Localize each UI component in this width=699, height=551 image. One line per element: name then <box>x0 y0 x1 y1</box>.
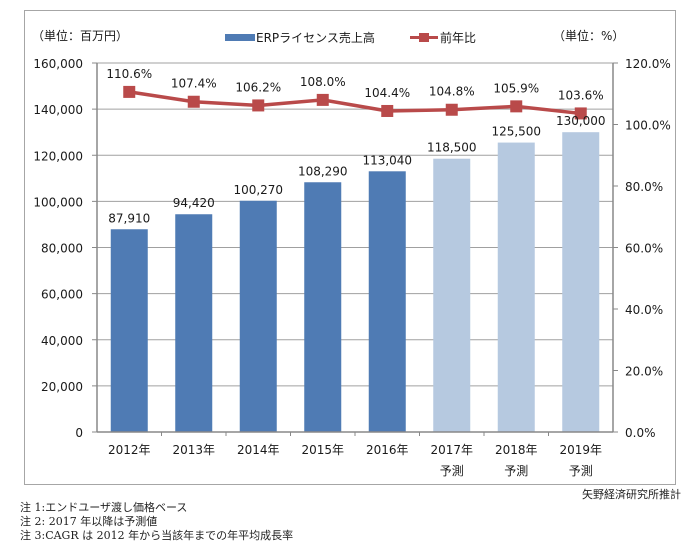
line-marker <box>510 100 523 113</box>
category-label: 2016年 <box>366 443 409 457</box>
left-tick-label: 80,000 <box>41 242 83 256</box>
bar <box>239 200 277 432</box>
line-value-label: 103.6% <box>558 88 604 102</box>
line-value-label: 108.0% <box>300 75 346 89</box>
left-tick-label: 60,000 <box>41 288 83 302</box>
note-2: 注 2: 2017 年以降は予測値 <box>20 515 158 528</box>
category-label: 2018年 <box>495 443 538 457</box>
bar-value-label: 100,270 <box>233 183 283 197</box>
category-label: 2017年 <box>430 443 473 457</box>
line-marker <box>381 104 394 117</box>
right-axis-unit: （単位：%） <box>553 28 624 43</box>
line-series <box>123 85 587 120</box>
chart-frame <box>24 10 676 485</box>
category-label: 予測 <box>569 464 593 478</box>
category-label: 2015年 <box>301 443 344 457</box>
axes <box>92 62 618 436</box>
bar-value-label: 108,290 <box>298 164 348 178</box>
right-tick-label: 0.0% <box>625 426 656 440</box>
bar <box>497 142 535 433</box>
note-3: 注 3:CAGR は 2012 年から当該年までの年平均成長率 <box>20 529 294 542</box>
category-label: 2012年 <box>108 443 151 457</box>
category-label: 予測 <box>504 464 528 478</box>
left-tick-label: 40,000 <box>41 334 83 348</box>
line-value-label: 105.9% <box>493 81 539 95</box>
left-tick-label: 140,000 <box>33 103 83 117</box>
grid-lines <box>97 62 613 387</box>
line-marker <box>445 103 458 116</box>
bar <box>304 182 342 432</box>
right-tick-label: 60.0% <box>625 242 663 256</box>
bar-series <box>110 132 600 433</box>
category-label: 2019年 <box>559 443 602 457</box>
line-value-label: 107.4% <box>171 77 217 91</box>
legend-bar-label: ERPライセンス売上高 <box>256 30 375 45</box>
category-label: 2014年 <box>237 443 280 457</box>
legend: ERPライセンス売上高 前年比 <box>225 30 476 45</box>
right-tick-label: 80.0% <box>625 180 663 194</box>
right-tick-label: 120.0% <box>625 57 671 71</box>
bar <box>110 229 148 432</box>
bar <box>433 158 471 432</box>
line-marker <box>252 99 265 112</box>
bar-data-labels: 87,910 94,420 100,270 108,290 113,040 118,500… <box>108 114 605 225</box>
right-tick-label: 100.0% <box>625 119 671 133</box>
bar-value-label: 94,420 <box>173 196 215 210</box>
legend-line-label: 前年比 <box>440 30 476 45</box>
left-tick-label: 160,000 <box>33 57 83 71</box>
bar <box>562 132 600 432</box>
bar <box>175 214 213 432</box>
left-tick-label: 0 <box>75 426 83 440</box>
bar-value-label: 130,000 <box>556 114 606 128</box>
legend-bar-swatch <box>225 34 255 41</box>
bar-value-label: 118,500 <box>427 141 477 155</box>
line-value-label: 106.2% <box>235 80 281 94</box>
left-axis-unit: （単位：百万円） <box>32 28 128 43</box>
line-value-label: 104.4% <box>364 86 410 100</box>
line-value-label: 104.8% <box>429 85 475 99</box>
bar-value-label: 87,910 <box>108 211 150 225</box>
legend-line-marker <box>419 33 429 42</box>
note-1: 注 1:エンドユーザ渡し価格ベース <box>20 501 188 514</box>
source-credit: 矢野経済研究所推計 <box>582 488 681 501</box>
bar-value-label: 113,040 <box>362 153 412 167</box>
line-path <box>128 90 581 116</box>
line-marker <box>123 85 136 98</box>
category-label: 2013年 <box>172 443 215 457</box>
bar <box>368 171 406 432</box>
category-label: 予測 <box>440 464 464 478</box>
right-tick-label: 20.0% <box>625 365 663 379</box>
line-marker <box>187 95 200 108</box>
line-marker <box>316 93 329 106</box>
bar-value-label: 125,500 <box>491 125 541 139</box>
right-tick-label: 40.0% <box>625 303 663 317</box>
left-tick-label: 120,000 <box>33 149 83 163</box>
left-axis-ticks: 0 20,000 40,000 60,000 80,000 100,000 120,000 1… <box>33 57 83 440</box>
left-tick-label: 20,000 <box>41 380 83 394</box>
left-tick-label: 100,000 <box>33 195 83 209</box>
line-data-labels: 110.6% 107.4% 106.2% 108.0% 104.4% 104.8% 105.… <box>106 67 603 103</box>
line-value-label: 110.6% <box>106 67 152 81</box>
line-marker <box>574 107 587 120</box>
right-axis-ticks: 0.0% 20.0% 40.0% 60.0% 80.0% 100.0% 120.0% <box>625 57 671 440</box>
